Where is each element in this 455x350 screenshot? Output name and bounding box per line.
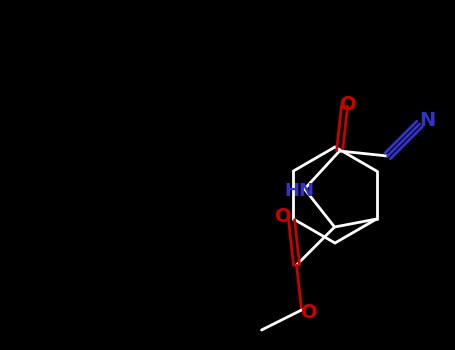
Text: O: O [340, 94, 357, 113]
Text: O: O [275, 206, 292, 225]
Text: N: N [420, 111, 436, 130]
Text: O: O [301, 302, 318, 322]
Text: HN: HN [284, 182, 314, 200]
